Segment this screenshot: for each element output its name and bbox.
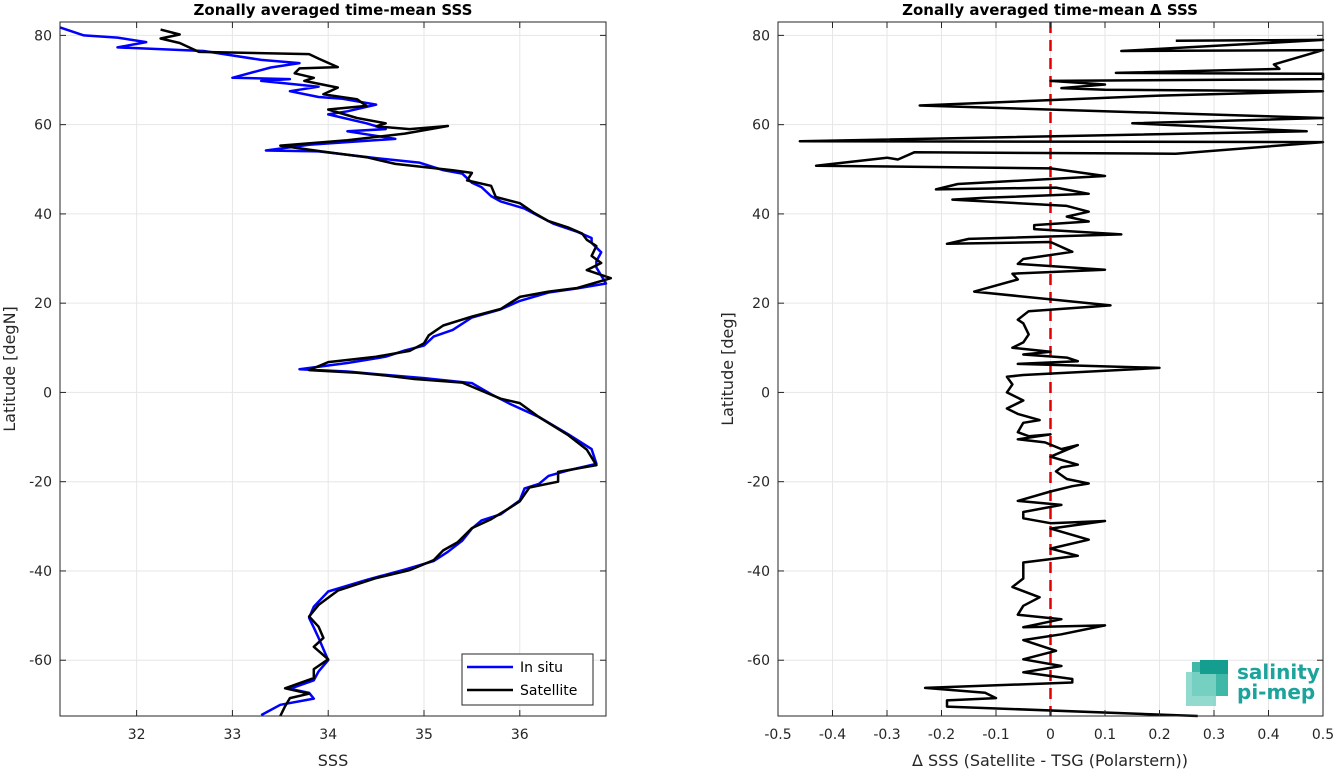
y-tick-label: 20 bbox=[752, 296, 770, 312]
legend-label-satellite: Satellite bbox=[520, 683, 577, 699]
y-tick-label: -40 bbox=[29, 564, 52, 580]
y-tick-label: -40 bbox=[747, 564, 770, 580]
x-tick-label: -0.1 bbox=[982, 727, 1009, 743]
left-series bbox=[59, 26, 613, 717]
right-y-axis-label: Latitude [deg] bbox=[718, 312, 737, 426]
left-y-axis-label: Latitude [degN] bbox=[0, 306, 19, 432]
series-line-delta-sss bbox=[798, 38, 1325, 718]
x-tick-label: 0.1 bbox=[1094, 727, 1116, 743]
y-tick-label: 40 bbox=[34, 207, 52, 223]
x-tick-label: -0.3 bbox=[873, 727, 900, 743]
y-tick-label: 0 bbox=[43, 385, 52, 401]
x-tick-label: 0 bbox=[1046, 727, 1055, 743]
left-gridlines bbox=[60, 22, 606, 716]
x-tick-label: 0.4 bbox=[1257, 727, 1279, 743]
x-tick-label: 35 bbox=[415, 727, 433, 743]
y-tick-label: 60 bbox=[752, 118, 770, 134]
y-tick-label: 80 bbox=[34, 28, 52, 44]
logo-mark bbox=[1200, 660, 1228, 674]
left-x-axis-label: SSS bbox=[318, 751, 348, 769]
x-tick-label: 36 bbox=[511, 727, 529, 743]
left-chart-title: Zonally averaged time-mean SSS bbox=[194, 1, 473, 19]
right-chart-title: Zonally averaged time-mean Δ SSS bbox=[902, 1, 1198, 19]
legend: In situ Satellite bbox=[461, 653, 594, 706]
legend-box bbox=[461, 653, 594, 706]
x-tick-label: 33 bbox=[224, 727, 242, 743]
right-ticks: -0.5 -0.4 -0.3 -0.2 -0.1 0 0.1 0.2 0.3 0.4 0.5 80 60… bbox=[747, 22, 1334, 743]
y-tick-label: 0 bbox=[761, 385, 770, 401]
x-tick-label: -0.4 bbox=[819, 727, 846, 743]
y-tick-label: 60 bbox=[34, 118, 52, 134]
y-tick-label: 80 bbox=[752, 28, 770, 44]
series-line-satellite bbox=[159, 28, 613, 717]
left-panel: 32 33 34 35 36 80 60 40 20 0 -20 -40 -60 Zonally ave… bbox=[0, 1, 613, 769]
salinity-pi-mep-logo: salinity pi-mep bbox=[1186, 660, 1320, 706]
logo-line-2: pi-mep bbox=[1237, 680, 1315, 704]
left-axes-frame bbox=[59, 21, 607, 717]
right-series bbox=[798, 38, 1325, 718]
x-tick-label: 0.2 bbox=[1148, 727, 1170, 743]
logo-mark bbox=[1186, 672, 1216, 706]
right-x-axis-label: Δ SSS (Satellite - TSG (Polarstern)) bbox=[912, 751, 1188, 769]
series-line-in-situ bbox=[59, 26, 608, 717]
x-tick-label: -0.5 bbox=[764, 727, 791, 743]
y-tick-label: -20 bbox=[29, 475, 52, 491]
left-ticks: 32 33 34 35 36 80 60 40 20 0 -20 -40 -60 bbox=[29, 22, 606, 743]
legend-label-in-situ: In situ bbox=[520, 660, 563, 676]
y-tick-label: -60 bbox=[747, 653, 770, 669]
x-tick-label: 32 bbox=[128, 727, 146, 743]
x-tick-label: 0.3 bbox=[1203, 727, 1225, 743]
x-tick-label: -0.2 bbox=[928, 727, 955, 743]
right-panel: -0.5 -0.4 -0.3 -0.2 -0.1 0 0.1 0.2 0.3 0.4 0.5 80 60… bbox=[718, 1, 1334, 769]
x-tick-label: 34 bbox=[319, 727, 337, 743]
y-tick-label: 20 bbox=[34, 296, 52, 312]
logo-line-1: salinity bbox=[1237, 660, 1320, 684]
y-tick-label: -60 bbox=[29, 653, 52, 669]
x-tick-label: 0.5 bbox=[1312, 727, 1334, 743]
y-tick-label: 40 bbox=[752, 207, 770, 223]
y-tick-label: -20 bbox=[747, 475, 770, 491]
